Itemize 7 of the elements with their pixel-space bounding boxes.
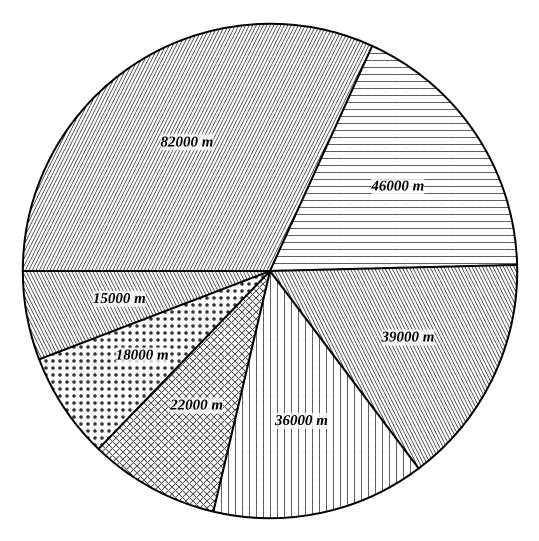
data-label: 36000 т <box>274 412 328 429</box>
data-label: 18000 т <box>116 347 169 364</box>
data-label: 39000 т <box>380 330 434 346</box>
data-label: 15000 т <box>92 290 146 307</box>
data-label: 46000 т <box>370 178 424 195</box>
data-label: 82000 т <box>160 134 214 150</box>
data-label: 22000 т <box>169 397 224 414</box>
